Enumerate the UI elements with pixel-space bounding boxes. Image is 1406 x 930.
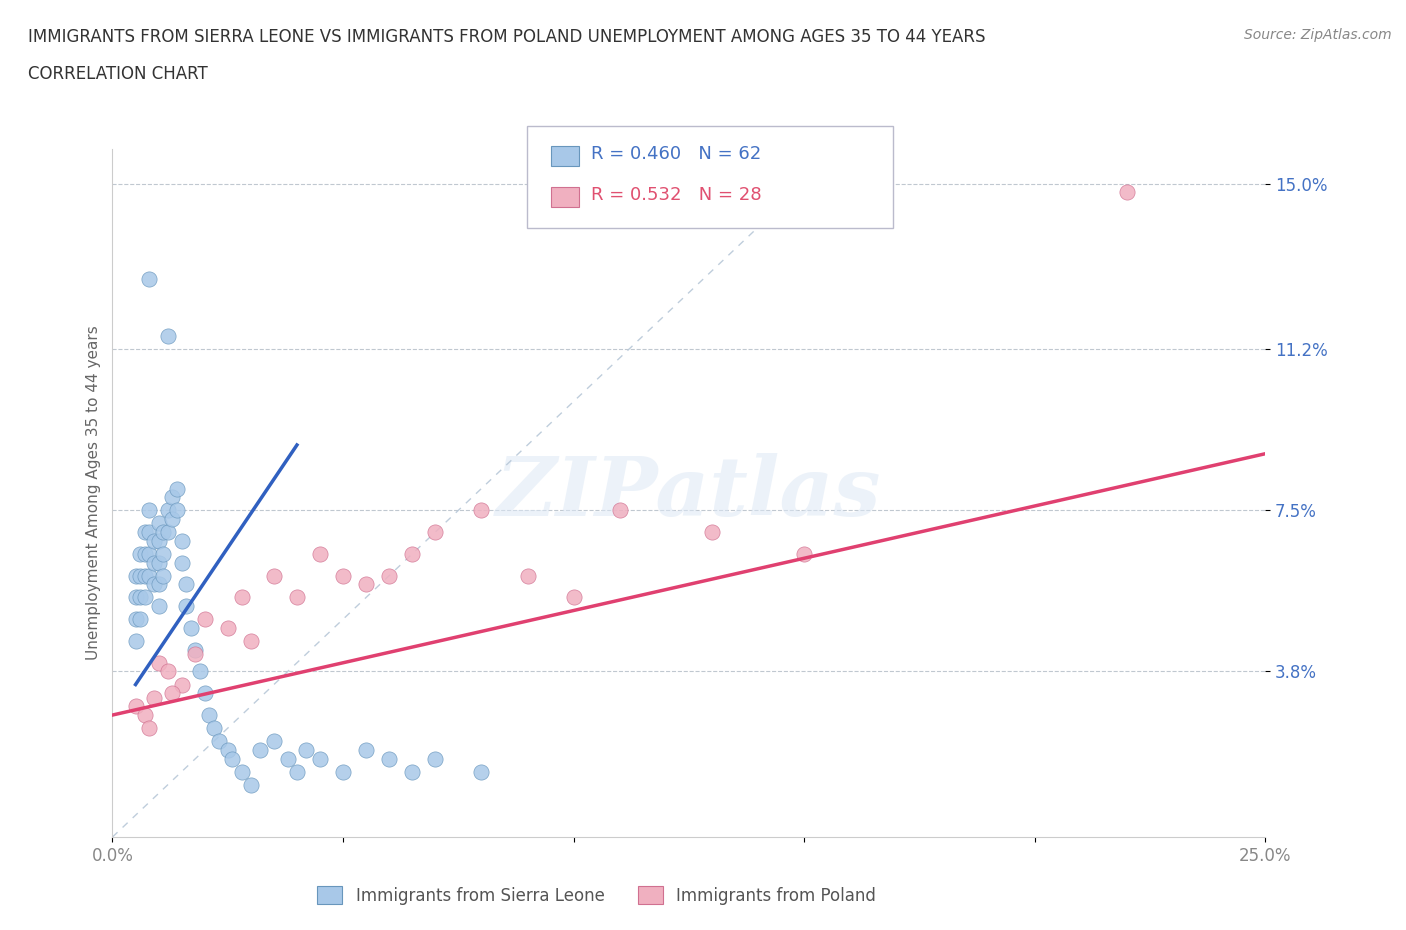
Point [354, 577, 377, 591]
Text: R = 0.460   N = 62: R = 0.460 N = 62 [591, 145, 761, 164]
Point [401, 547, 423, 562]
Point [516, 568, 538, 583]
Y-axis label: Unemployment Among Ages 35 to 44 years: Unemployment Among Ages 35 to 44 years [86, 326, 101, 660]
Point [207, 734, 229, 749]
Point [221, 751, 243, 766]
Point [249, 742, 271, 757]
Point [217, 742, 239, 757]
Point [152, 547, 174, 562]
Point [124, 698, 146, 713]
Point [156, 503, 179, 518]
Point [332, 764, 354, 779]
Point [134, 590, 156, 604]
Point [170, 534, 193, 549]
Point [134, 708, 156, 723]
Point [166, 481, 188, 496]
Point [124, 612, 146, 627]
Point [138, 568, 160, 583]
Point [148, 577, 170, 591]
Point [309, 751, 332, 766]
Point [143, 577, 166, 591]
Point [134, 547, 156, 562]
Point [793, 547, 815, 562]
Point [138, 547, 160, 562]
Point [239, 633, 262, 648]
Point [138, 272, 160, 287]
Point [188, 664, 211, 679]
Point [285, 590, 308, 604]
Point [184, 643, 207, 658]
Point [156, 664, 179, 679]
Point [609, 503, 631, 518]
Point [143, 555, 166, 570]
Point [124, 633, 146, 648]
Text: ZIPatlas: ZIPatlas [496, 453, 882, 533]
Text: CORRELATION CHART: CORRELATION CHART [28, 65, 208, 83]
Point [124, 568, 146, 583]
Point [180, 620, 202, 635]
Point [184, 646, 207, 661]
Point [354, 742, 377, 757]
Point [134, 568, 156, 583]
Point [1116, 185, 1139, 200]
Point [700, 525, 723, 539]
Point [152, 525, 174, 539]
Point [277, 751, 299, 766]
Point [156, 525, 179, 539]
Point [198, 708, 221, 723]
Point [156, 328, 179, 343]
Point [148, 656, 170, 671]
Point [124, 590, 146, 604]
Point [129, 612, 152, 627]
Point [470, 764, 492, 779]
Point [231, 764, 253, 779]
Point [217, 620, 239, 635]
Point [143, 534, 166, 549]
Point [143, 690, 166, 705]
Point [129, 547, 152, 562]
Point [425, 751, 447, 766]
Point [174, 577, 197, 591]
Point [162, 685, 184, 700]
Point [129, 590, 152, 604]
Text: IMMIGRANTS FROM SIERRA LEONE VS IMMIGRANTS FROM POLAND UNEMPLOYMENT AMONG AGES 3: IMMIGRANTS FROM SIERRA LEONE VS IMMIGRAN… [28, 28, 986, 46]
Point [134, 525, 156, 539]
Text: R = 0.532   N = 28: R = 0.532 N = 28 [591, 186, 761, 205]
Point [148, 599, 170, 614]
Point [170, 555, 193, 570]
Point [152, 568, 174, 583]
Point [138, 525, 160, 539]
Point [470, 503, 492, 518]
Point [148, 555, 170, 570]
Point [378, 568, 401, 583]
Point [174, 599, 197, 614]
Point [162, 512, 184, 526]
Point [263, 568, 285, 583]
Point [285, 764, 308, 779]
Point [138, 503, 160, 518]
Point [170, 677, 193, 692]
Point [239, 777, 262, 792]
Point [401, 764, 423, 779]
Point [562, 590, 585, 604]
Legend: Immigrants from Sierra Leone, Immigrants from Poland: Immigrants from Sierra Leone, Immigrants… [311, 879, 883, 911]
Point [194, 685, 217, 700]
Point [148, 534, 170, 549]
Point [231, 590, 253, 604]
Point [202, 721, 225, 736]
Point [425, 525, 447, 539]
Point [166, 503, 188, 518]
Point [194, 612, 217, 627]
Point [309, 547, 332, 562]
Point [138, 721, 160, 736]
Point [263, 734, 285, 749]
Point [148, 516, 170, 531]
Point [162, 490, 184, 505]
Point [295, 742, 318, 757]
Point [129, 568, 152, 583]
Point [378, 751, 401, 766]
Point [332, 568, 354, 583]
Text: Source: ZipAtlas.com: Source: ZipAtlas.com [1244, 28, 1392, 42]
